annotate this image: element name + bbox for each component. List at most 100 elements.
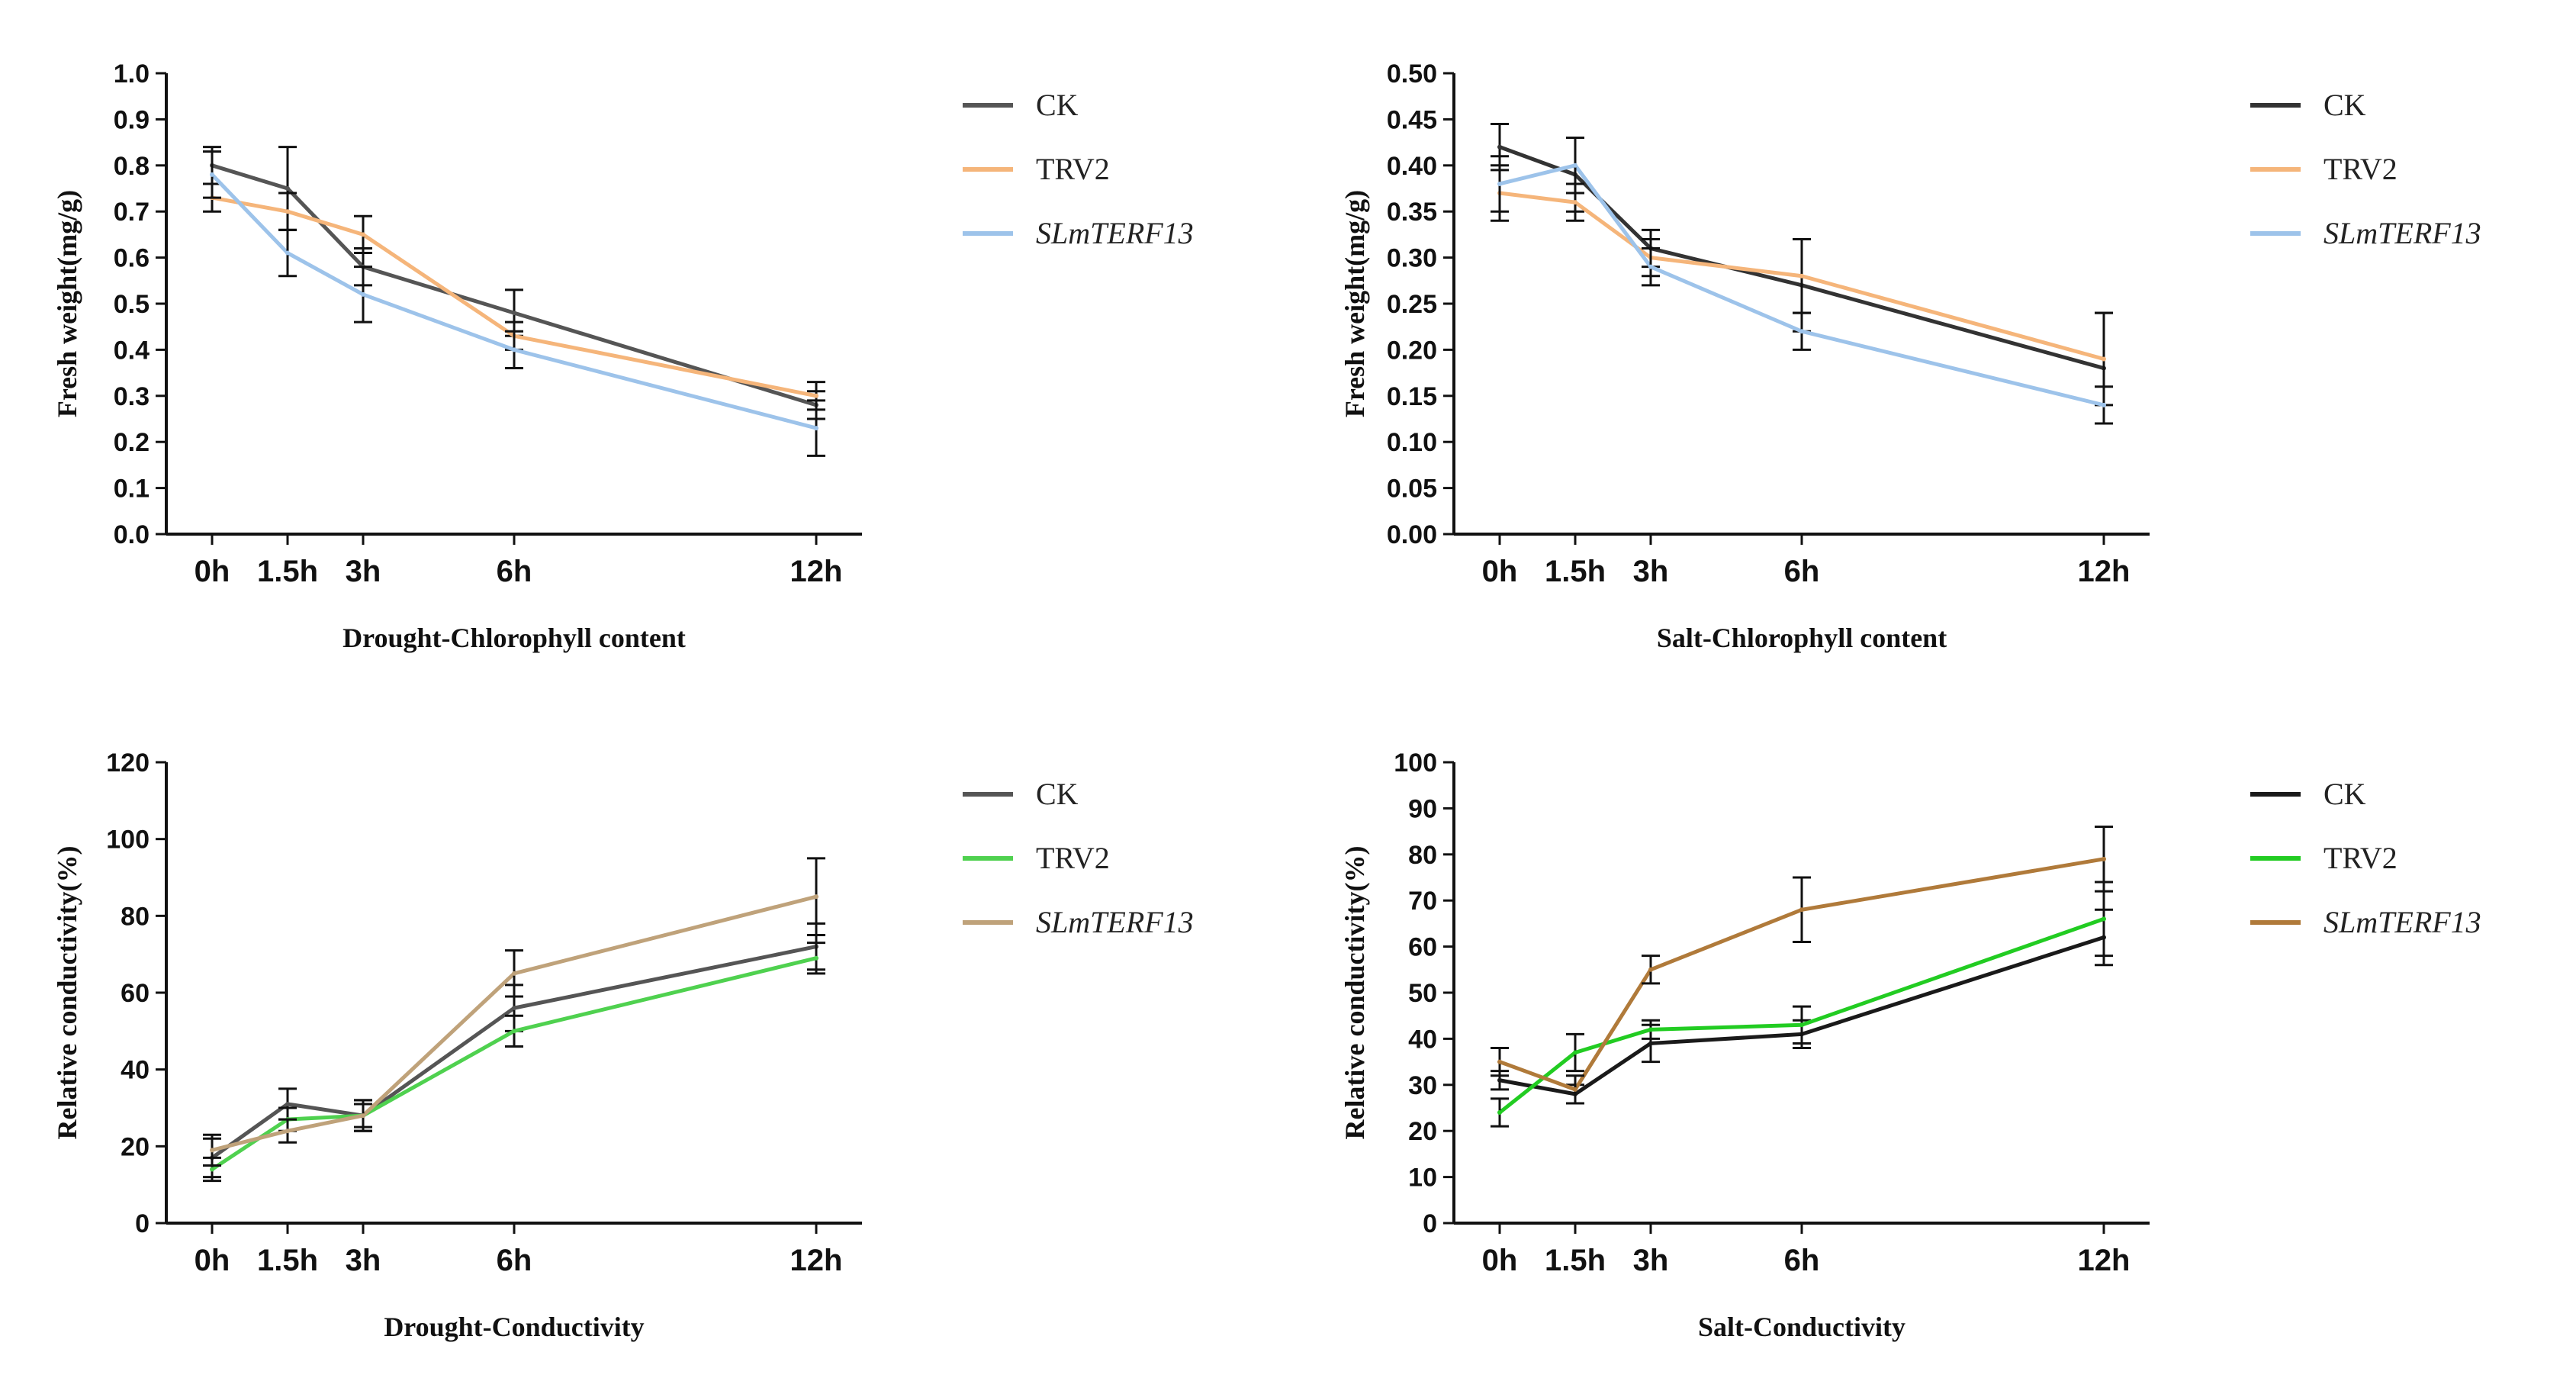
y-tick-label: 90 bbox=[1408, 794, 1437, 823]
chart-svg: 0.00 0.05 0.10 0.15 0.20 0.25 0.30 0.35 0.40 0.45… bbox=[1339, 60, 2481, 653]
legend-label: TRV2 bbox=[2324, 841, 2398, 875]
x-axis-title: Salt-Chlorophyll content bbox=[1657, 623, 1947, 653]
y-tick-label: 0.50 bbox=[1387, 60, 1437, 89]
x-tick-label: 12h bbox=[2078, 555, 2131, 588]
x-axis-title: Salt-Conductivity bbox=[1698, 1312, 1905, 1342]
data-point bbox=[1648, 264, 1653, 269]
y-tick-label: 0.8 bbox=[114, 152, 150, 181]
y-tick-label: 0.4 bbox=[114, 336, 150, 365]
y-tick-label: 20 bbox=[121, 1132, 150, 1161]
y-tick-label: 80 bbox=[121, 902, 150, 931]
data-point bbox=[1799, 273, 1804, 278]
x-tick-label: 0h bbox=[1482, 555, 1518, 588]
y-tick-label: 1.0 bbox=[114, 60, 150, 89]
salt-chlorophyll-panel: 0.00 0.05 0.10 0.15 0.20 0.25 0.30 0.35 0.40 0.45… bbox=[1288, 0, 2576, 689]
data-point bbox=[1497, 144, 1502, 150]
x-tick-label: 3h bbox=[1633, 1244, 1669, 1277]
y-tick-label: 0 bbox=[1423, 1209, 1437, 1238]
data-point bbox=[1573, 1087, 1577, 1092]
x-tick-label: 0h bbox=[1482, 1244, 1518, 1277]
y-tick-label: 0.9 bbox=[114, 105, 150, 134]
x-tick-label: 3h bbox=[1633, 555, 1669, 588]
data-point bbox=[814, 955, 818, 961]
y-tick-label: 0.20 bbox=[1387, 336, 1437, 365]
data-point bbox=[285, 250, 290, 256]
y-tick-label: 60 bbox=[1408, 933, 1437, 962]
y-tick-label: 0.10 bbox=[1387, 428, 1437, 457]
y-tick-label: 100 bbox=[1394, 749, 1437, 778]
y-tick-label: 30 bbox=[1408, 1071, 1437, 1100]
data-point bbox=[1573, 163, 1577, 168]
axes: 0 10 20 30 40 50 60 70 80 90 100 0h 1.5h 3h 6h 12h bbox=[1394, 749, 2150, 1277]
data-point bbox=[210, 1167, 214, 1172]
data-point bbox=[1573, 200, 1577, 205]
x-tick-label: 0h bbox=[195, 1244, 230, 1277]
x-tick-label: 1.5h bbox=[257, 1244, 318, 1277]
data-point bbox=[2102, 402, 2106, 407]
y-axis-title: Fresh weight(mg/g) bbox=[52, 190, 82, 417]
y-tick-label: 0.05 bbox=[1387, 475, 1437, 504]
x-tick-label: 1.5h bbox=[1545, 555, 1606, 588]
data-point bbox=[1799, 907, 1804, 913]
y-tick-label: 0.0 bbox=[114, 520, 150, 549]
x-tick-label: 0h bbox=[195, 555, 230, 588]
series-slmterf13 bbox=[1491, 137, 2113, 425]
data-point bbox=[210, 172, 214, 177]
y-tick-label: 50 bbox=[1408, 979, 1437, 1008]
axes: 0 20 40 60 80 100 120 0h 1.5h 3h 6h 12h bbox=[106, 749, 862, 1277]
y-tick-label: 0.3 bbox=[114, 382, 150, 411]
data-point bbox=[512, 1006, 516, 1011]
drought-conductivity-panel: 0 20 40 60 80 100 120 0h 1.5h 3h 6h 12h Drought-Cond… bbox=[0, 689, 1288, 1378]
x-tick-label: 12h bbox=[2078, 1244, 2131, 1277]
data-point bbox=[1497, 1059, 1502, 1064]
data-point bbox=[2102, 916, 2106, 922]
data-point bbox=[512, 347, 516, 353]
y-tick-label: 0.30 bbox=[1387, 244, 1437, 273]
x-tick-label: 12h bbox=[790, 1244, 843, 1277]
data-point bbox=[512, 1029, 516, 1034]
data-point bbox=[814, 426, 818, 431]
legend-label: CK bbox=[1036, 777, 1079, 811]
legend-label: CK bbox=[2324, 88, 2366, 122]
chart-svg: 0 10 20 30 40 50 60 70 80 90 100 0h 1.5h 3h 6h 12h Salt-… bbox=[1339, 749, 2481, 1342]
data-point bbox=[1648, 1041, 1653, 1046]
legend: CK TRV2 SLmTERF13 bbox=[2250, 88, 2481, 250]
y-tick-label: 0.6 bbox=[114, 244, 150, 273]
y-tick-label: 80 bbox=[1408, 841, 1437, 870]
y-tick-label: 0.1 bbox=[114, 475, 150, 504]
data-point bbox=[2102, 856, 2106, 861]
data-point bbox=[285, 209, 290, 214]
y-tick-label: 0.40 bbox=[1387, 152, 1437, 181]
data-point bbox=[814, 894, 818, 900]
data-point bbox=[512, 971, 516, 976]
x-tick-label: 3h bbox=[346, 555, 381, 588]
series-slmterf13 bbox=[203, 150, 825, 457]
x-tick-label: 6h bbox=[1784, 555, 1820, 588]
x-tick-label: 6h bbox=[497, 1244, 532, 1277]
chart-svg: 0.0 0.1 0.2 0.3 0.4 0.5 0.6 0.7 0.8 0.9 1.0 0h 1.5h 3… bbox=[52, 60, 1194, 653]
y-tick-label: 0 bbox=[135, 1209, 150, 1238]
data-point bbox=[285, 1101, 290, 1106]
y-tick-label: 120 bbox=[106, 749, 150, 778]
axes: 0.00 0.05 0.10 0.15 0.20 0.25 0.30 0.35 0.40 0.45… bbox=[1387, 60, 2150, 588]
legend-label: SLmTERF13 bbox=[1036, 216, 1194, 250]
legend-label: CK bbox=[1036, 88, 1079, 122]
y-axis-title: Relative conductivity(%) bbox=[1339, 846, 1370, 1140]
y-tick-label: 0.15 bbox=[1387, 382, 1437, 411]
data-point bbox=[361, 232, 365, 237]
y-tick-label: 0.35 bbox=[1387, 198, 1437, 227]
y-tick-label: 0.25 bbox=[1387, 290, 1437, 319]
legend: CK TRV2 SLmTERF13 bbox=[963, 88, 1194, 250]
data-point bbox=[361, 291, 365, 297]
chart-svg: 0 20 40 60 80 100 120 0h 1.5h 3h 6h 12h Drought-Cond… bbox=[52, 749, 1194, 1342]
y-tick-label: 10 bbox=[1408, 1164, 1437, 1193]
data-point bbox=[1497, 181, 1502, 186]
y-tick-label: 40 bbox=[1408, 1025, 1437, 1054]
legend-label: TRV2 bbox=[1036, 841, 1110, 875]
y-tick-label: 60 bbox=[121, 979, 150, 1008]
data-point bbox=[1799, 329, 1804, 334]
x-tick-label: 6h bbox=[1784, 1244, 1820, 1277]
legend-label: SLmTERF13 bbox=[1036, 905, 1194, 939]
series-trv2 bbox=[1491, 164, 2113, 407]
x-axis-title: Drought-Conductivity bbox=[384, 1312, 644, 1342]
